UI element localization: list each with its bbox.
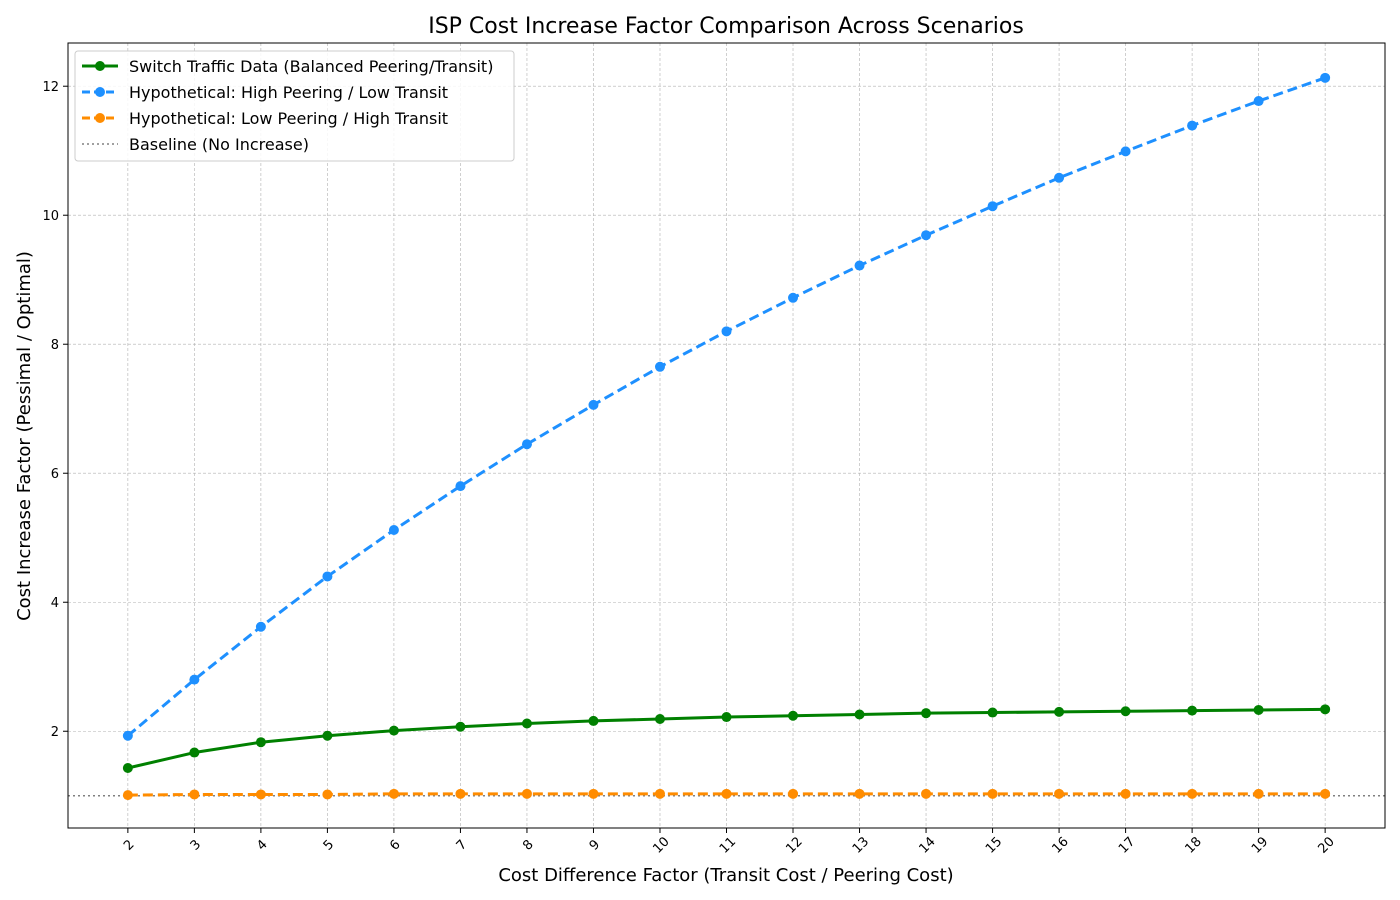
legend: Switch Traffic Data (Balanced Peering/Tr… [74,50,515,162]
series-point [322,730,333,741]
series-point [788,292,799,303]
legend-entry: Baseline (No Increase) [82,135,309,154]
series-point [521,718,532,729]
series-point [322,789,333,800]
series-point [654,788,665,799]
series-point [987,788,998,799]
series-point [521,439,532,450]
series-point [1187,788,1198,799]
series-point [388,725,399,736]
series-point [255,789,266,800]
y-axis-label: Cost Increase Factor (Pessimal / Optimal… [14,251,35,621]
series-point [987,707,998,718]
series-point [189,789,200,800]
series-point [1120,788,1131,799]
series-point [921,708,932,719]
series-point [255,737,266,748]
series-point [189,674,200,685]
legend-entry: Hypothetical: High Peering / Low Transit [82,83,448,102]
legend-marker [95,113,105,123]
series-point [1320,72,1331,83]
series-point [1120,706,1131,717]
series-point [1253,788,1264,799]
series-point [654,713,665,724]
series-point [588,715,599,726]
series-point [122,790,133,801]
series-point [388,788,399,799]
series-point [1187,705,1198,716]
series-point [1253,96,1264,107]
series-point [921,230,932,241]
series-point [1054,788,1065,799]
series-point [588,399,599,410]
series-point [721,712,732,723]
y-tick-label: 6 [51,467,59,482]
y-tick-label: 8 [51,338,59,353]
legend-label: Hypothetical: Low Peering / High Transit [129,109,448,128]
series-point [854,709,865,720]
series-point [122,763,133,774]
series-point [721,326,732,337]
series-1 [122,704,1331,774]
y-axis-ticks: 2 4 6 8 10 12 [42,80,68,740]
series-point [1320,704,1331,715]
series-point [1187,120,1198,131]
y-tick-label: 2 [51,725,59,740]
series-point [854,788,865,799]
series-point [255,621,266,632]
legend-label: Switch Traffic Data (Balanced Peering/Tr… [129,57,493,76]
series-point [455,788,466,799]
series-2 [122,72,1331,741]
legend-marker [95,61,105,71]
series-point [455,721,466,732]
legend-marker [95,87,105,97]
series-point [921,788,932,799]
series-layer [122,72,1331,801]
x-axis-label: Cost Difference Factor (Transit Cost / P… [498,865,953,886]
series-point [322,571,333,582]
series-point [1120,146,1131,157]
legend-box [74,50,515,162]
series-point [122,730,133,741]
series-point [388,524,399,535]
series-point [455,481,466,492]
series-point [654,361,665,372]
y-tick-label: 10 [42,209,59,224]
chart-title: ISP Cost Increase Factor Comparison Acro… [428,14,1024,39]
series-point [1054,172,1065,183]
series-point [854,260,865,271]
series-point [987,201,998,212]
y-tick-label: 12 [42,80,59,95]
series-point [1320,788,1331,799]
legend-label: Hypothetical: High Peering / Low Transit [129,83,448,102]
series-point [521,788,532,799]
series-point [1054,706,1065,717]
legend-label: Baseline (No Increase) [129,135,309,154]
series-point [788,788,799,799]
series-point [189,747,200,758]
series-point [788,710,799,721]
series-3 [122,788,1331,801]
legend-entry: Hypothetical: Low Peering / High Transit [82,109,448,128]
series-point [1253,704,1264,715]
legend-entry: Switch Traffic Data (Balanced Peering/Tr… [82,57,493,76]
series-point [721,788,732,799]
series-point [588,788,599,799]
y-tick-label: 4 [51,596,59,611]
